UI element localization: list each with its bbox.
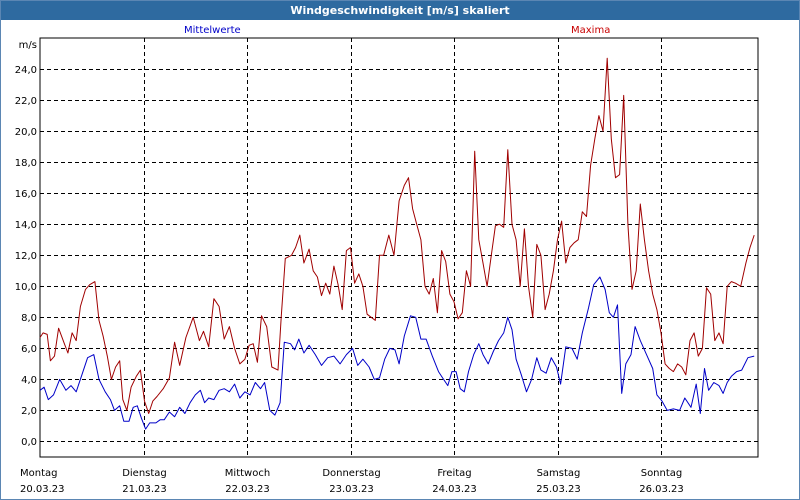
y-tick-label: 14,0	[15, 220, 37, 231]
plot-frame	[39, 37, 759, 458]
series-line-mittelwerte	[39, 276, 755, 430]
series-line-maxima	[39, 57, 755, 414]
y-tick-label: 24,0	[15, 65, 37, 76]
x-tick-date: 24.03.23	[432, 484, 477, 495]
x-tick-date: 25.03.23	[536, 484, 581, 495]
x-tick-weekday: Freitag	[437, 468, 471, 479]
y-tick-label: 12,0	[15, 251, 37, 262]
y-tick-label: 0,0	[21, 437, 37, 448]
x-tick-date: 23.03.23	[329, 484, 374, 495]
x-tick-weekday: Montag	[20, 468, 57, 479]
y-tick-label: 6,0	[21, 344, 37, 355]
y-axis-label: m/s	[19, 40, 37, 51]
legend-maxima: Maxima	[571, 25, 611, 36]
x-tick-date: 20.03.23	[20, 484, 65, 495]
y-tick-label: 4,0	[21, 375, 37, 386]
legend-mittelwerte: Mittelwerte	[184, 25, 241, 36]
y-tick-label: 2,0	[21, 406, 37, 417]
y-tick-label: 20,0	[15, 127, 37, 138]
x-tick-date: 26.03.23	[639, 484, 684, 495]
x-tick-weekday: Donnerstag	[322, 468, 380, 479]
y-tick-label: 16,0	[15, 189, 37, 200]
x-tick-weekday: Sonntag	[641, 468, 683, 479]
chart-title: Windgeschwindigkeit [m/s] skaliert	[1, 1, 799, 20]
x-tick-date: 21.03.23	[122, 484, 167, 495]
y-tick-label: 10,0	[15, 282, 37, 293]
y-tick-label: 8,0	[21, 313, 37, 324]
x-tick-weekday: Mittwoch	[225, 468, 270, 479]
y-tick-label: 22,0	[15, 96, 37, 107]
x-tick-weekday: Dienstag	[122, 468, 167, 479]
y-tick-label: 18,0	[15, 158, 37, 169]
x-tick-weekday: Samstag	[537, 468, 581, 479]
x-tick-date: 22.03.23	[225, 484, 270, 495]
